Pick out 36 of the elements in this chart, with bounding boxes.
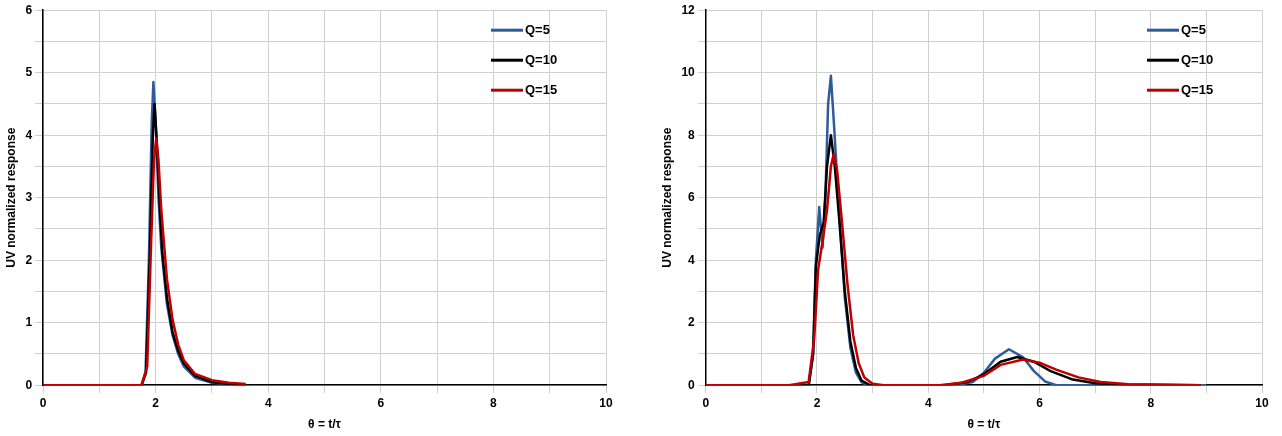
y-tick-label: 0: [25, 377, 33, 392]
y-tick-label: 1: [25, 315, 33, 330]
x-tick-label: 8: [490, 395, 498, 410]
x-tick-label: 4: [264, 395, 272, 410]
y-tick-label: 4: [688, 252, 696, 267]
y-tick-label: 8: [688, 127, 696, 142]
y-tick-label: 0: [688, 377, 696, 392]
legend-label: Q=5: [1181, 21, 1206, 37]
x-axis-title: θ = t/τ: [967, 417, 1001, 432]
x-tick-label: 2: [152, 395, 160, 410]
x-tick-label: 2: [813, 395, 821, 410]
legend-label: Q=10: [1181, 51, 1214, 67]
x-tick-label: 0: [702, 395, 710, 410]
y-tick-label: 5: [25, 65, 33, 80]
y-axis-title: UV normalized response: [3, 127, 18, 268]
x-tick-label: 10: [599, 395, 613, 410]
legend-label: Q=15: [1181, 81, 1214, 97]
x-axis-title: θ = t/τ: [308, 417, 342, 432]
y-tick-label: 6: [688, 190, 696, 205]
y-axis-title: UV normalized response: [659, 127, 674, 268]
y-tick-label: 6: [25, 2, 33, 17]
x-tick-label: 0: [39, 395, 47, 410]
y-tick-label: 3: [25, 190, 33, 205]
legend-label: Q=10: [525, 51, 558, 67]
y-tick-label: 2: [688, 315, 696, 330]
legend-label: Q=5: [525, 21, 550, 37]
x-tick-label: 6: [377, 395, 385, 410]
x-tick-label: 4: [924, 395, 932, 410]
x-tick-label: 10: [1255, 395, 1269, 410]
y-tick-label: 4: [25, 127, 33, 142]
y-tick-label: 2: [25, 252, 33, 267]
x-tick-label: 8: [1147, 395, 1155, 410]
x-tick-label: 6: [1036, 395, 1044, 410]
y-tick-label: 12: [681, 2, 696, 17]
y-tick-label: 10: [681, 65, 696, 80]
legend-label: Q=15: [525, 81, 558, 97]
